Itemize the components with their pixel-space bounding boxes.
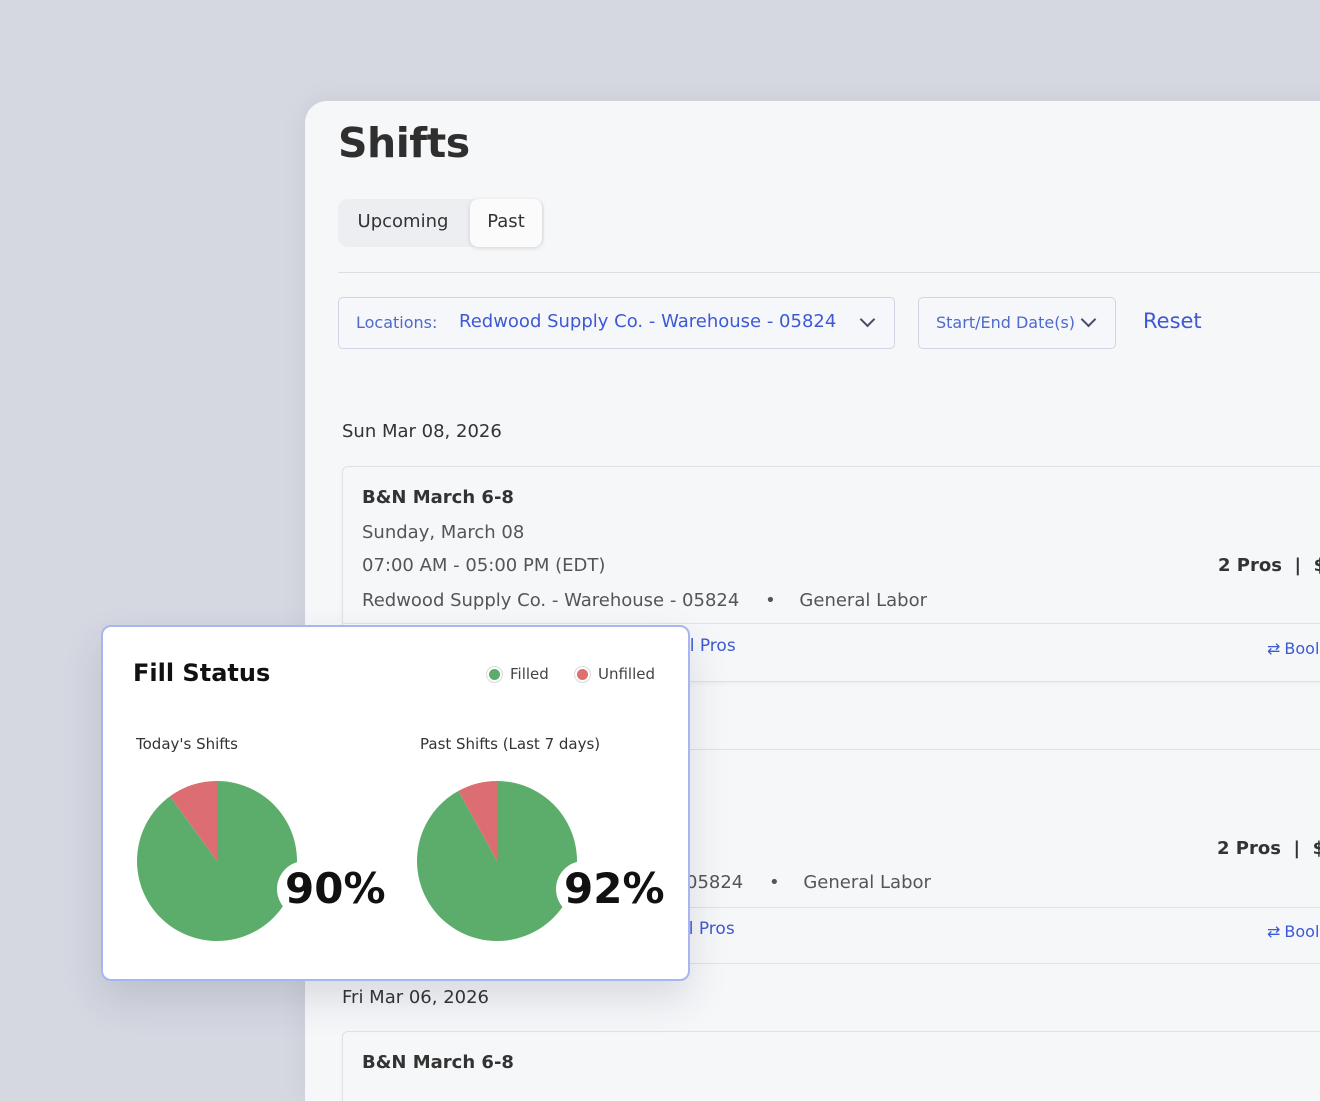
reset-button[interactable]: Reset [1143,309,1202,333]
repeat-icon: ⇄ [1267,639,1281,658]
shift-card-footer: ll Pros ⇄ Bool [343,623,1320,682]
fill-pros-link[interactable]: ll Pros [684,919,735,939]
shift-pros-rate: 2 Pros | $3 [1217,838,1320,859]
tab-past[interactable]: Past [470,199,542,247]
legend-swatch-filled [489,669,500,680]
chart-label-today: Today's Shifts [136,735,238,753]
pie-slice-unfilled [169,781,217,861]
tab-upcoming[interactable]: Upcoming [357,211,449,232]
legend-unfilled: Unfilled [577,665,655,683]
shift-card[interactable]: B&N March 6-8 [342,1031,1320,1101]
date-heading: Fri Mar 06, 2026 [342,987,490,1008]
fill-pros-link[interactable]: ll Pros [685,636,736,656]
card-bottom-edge [342,963,1320,964]
shift-location: Redwood Supply Co. - Warehouse - 05824 [362,590,740,611]
tab-switcher: Upcoming Past [338,199,544,247]
legend-label-unfilled: Unfilled [598,665,656,683]
percent-today: 90% [277,861,390,917]
location-filter-label: Locations: [356,313,438,332]
pie-chart-today [137,781,297,941]
chart-label-past: Past Shifts (Last 7 days) [420,735,601,753]
book-link[interactable]: ⇄ Bool [1267,639,1319,658]
card-top-edge [342,749,1320,750]
shift-role: General Labor [803,872,931,893]
page-title: Shifts [338,119,470,167]
pie-chart-past [417,781,577,941]
date-filter-dropdown[interactable]: Start/End Date(s) [918,297,1116,349]
shift-location-line: Redwood Supply Co. - Warehouse - 05824 •… [362,590,927,611]
legend-label-filled: Filled [510,665,549,683]
shift-location: 05824 [686,872,744,893]
legend-swatch-unfilled [577,669,588,680]
pie-slice-unfilled [458,781,497,861]
bullet-separator: • [765,590,776,611]
shift-role: General Labor [799,590,927,611]
location-filter-value: Redwood Supply Co. - Warehouse - 05824 [459,311,837,332]
shift-location-line: 05824 • General Labor [686,872,931,893]
fill-status-panel: Fill Status Filled Unfilled Today's Shif… [101,625,690,981]
chevron-down-icon [859,311,876,328]
card-footer-divider [342,907,1320,908]
chevron-down-icon [1080,311,1097,328]
shift-time: 07:00 AM - 05:00 PM (EDT) [362,555,606,576]
shift-name: B&N March 6-8 [362,487,514,508]
book-link-label: Bool [1284,922,1320,941]
book-link[interactable]: ⇄ Bool [1267,922,1319,941]
shift-name: B&N March 6-8 [362,1052,514,1073]
shift-pros-rate: 2 Pros | $1 [1218,555,1320,576]
date-filter-label: Start/End Date(s) [936,313,1076,332]
date-heading: Sun Mar 08, 2026 [342,421,502,442]
book-link-label: Bool [1284,639,1320,658]
location-filter-dropdown[interactable]: Locations: Redwood Supply Co. - Warehous… [338,297,895,349]
percent-past: 92% [556,861,669,917]
shift-day: Sunday, March 08 [362,522,525,543]
fill-status-title: Fill Status [133,659,271,687]
header-divider [338,272,1320,273]
repeat-icon: ⇄ [1267,922,1281,941]
legend-filled: Filled [489,665,549,683]
bullet-separator: • [769,872,780,893]
